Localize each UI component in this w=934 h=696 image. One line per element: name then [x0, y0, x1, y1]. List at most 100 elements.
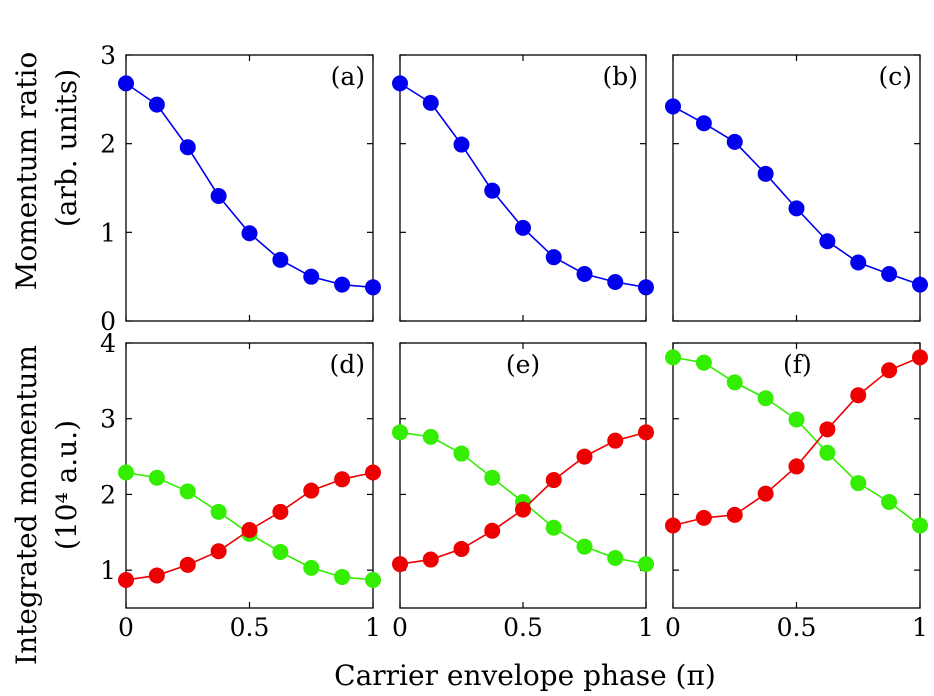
- data-point: [819, 233, 836, 250]
- data-point: [365, 571, 381, 588]
- data-point: [726, 374, 743, 391]
- data-point: [695, 354, 712, 371]
- series-line-0: [125, 82, 374, 289]
- y-tick-label: 0: [100, 307, 116, 336]
- data-point: [272, 543, 289, 560]
- data-point: [210, 187, 227, 204]
- data-point: [392, 75, 408, 92]
- data-point: [788, 200, 805, 217]
- data-point: [515, 219, 531, 236]
- panel-f: 0 0.5 1 (f): [665, 342, 928, 642]
- series-line-0: [399, 82, 647, 289]
- x-tick-label: 0: [392, 613, 408, 642]
- x-tick-label: 0.5: [503, 613, 543, 642]
- panel-label: (a): [331, 62, 365, 91]
- data-point: [576, 266, 593, 283]
- data-point: [334, 568, 351, 585]
- plot-frame: [399, 342, 647, 609]
- data-point: [850, 254, 867, 271]
- data-point: [726, 133, 743, 150]
- y-tick-label: 4: [100, 329, 116, 358]
- data-point: [334, 471, 351, 488]
- data-point: [665, 98, 681, 115]
- data-point: [912, 349, 928, 366]
- series-line-0: [672, 105, 921, 286]
- data-point: [757, 390, 774, 407]
- data-point: [757, 485, 774, 502]
- panel-d: 0 0.5 1 1 2 3 4 (d): [100, 329, 381, 642]
- data-point: [881, 494, 898, 510]
- data-point: [179, 556, 196, 573]
- data-point: [726, 506, 743, 523]
- y-axis-label-top-line1: Momentum ratio: [10, 52, 43, 291]
- x-tick-label: 0.5: [777, 613, 817, 642]
- y-tick-label: 2: [100, 480, 116, 509]
- data-point: [912, 517, 928, 534]
- data-point: [303, 559, 320, 576]
- data-point: [850, 387, 867, 404]
- panel-label: (b): [602, 62, 638, 91]
- data-point: [210, 543, 227, 560]
- data-point: [365, 279, 381, 296]
- y-tick-label: 3: [100, 41, 116, 70]
- panel-label: (e): [506, 350, 540, 379]
- y-tick-label: 3: [100, 405, 116, 434]
- x-tick-label: 1: [638, 613, 654, 642]
- data-point: [819, 444, 836, 461]
- panel-label: (d): [329, 350, 365, 379]
- data-point: [607, 432, 624, 449]
- data-point: [695, 115, 712, 132]
- data-point: [484, 522, 501, 539]
- data-point: [303, 482, 320, 499]
- x-axis-label: Carrier envelope phase (π): [334, 659, 716, 692]
- panel-a: 0 1 2 3 (a): [100, 41, 381, 336]
- data-point: [757, 165, 774, 182]
- data-point: [241, 225, 258, 242]
- data-point: [638, 556, 654, 573]
- data-point: [334, 276, 351, 293]
- data-point: [515, 501, 531, 518]
- data-point: [545, 472, 562, 489]
- data-point: [422, 94, 439, 111]
- data-point: [484, 182, 501, 199]
- y-tick-label: 1: [100, 218, 116, 247]
- data-point: [241, 522, 258, 539]
- data-point: [576, 538, 593, 555]
- panel-label: (f): [783, 350, 812, 379]
- panel-c: (c): [665, 54, 928, 322]
- data-point: [665, 517, 681, 534]
- data-point: [392, 556, 408, 573]
- data-point: [453, 136, 470, 153]
- y-tick-label: 2: [100, 130, 116, 159]
- y-axis-label-bottom-line2: (10⁴ a.u.): [50, 420, 83, 550]
- data-point: [545, 519, 562, 536]
- data-point: [665, 349, 681, 366]
- x-tick-label: 1: [365, 613, 381, 642]
- data-point: [607, 550, 624, 567]
- data-point: [210, 503, 227, 520]
- data-point: [118, 75, 134, 92]
- plot-frame: [672, 342, 921, 609]
- data-point: [422, 551, 439, 568]
- panel-e: 0 0.5 1 (e): [392, 342, 654, 642]
- x-tick-label: 1: [912, 613, 928, 642]
- data-point: [392, 424, 408, 441]
- data-point: [303, 268, 320, 285]
- data-point: [484, 469, 501, 486]
- data-point: [453, 540, 470, 557]
- data-point: [881, 266, 898, 283]
- data-point: [148, 567, 165, 584]
- data-point: [453, 445, 470, 462]
- data-point: [545, 249, 562, 266]
- data-point: [422, 428, 439, 445]
- panel-b: (b): [392, 54, 654, 322]
- y-axis-label-bottom-line1: Integrated momentum: [10, 345, 43, 665]
- data-point: [148, 469, 165, 486]
- data-point: [819, 421, 836, 438]
- data-point: [179, 483, 196, 500]
- panel-label: (c): [878, 62, 912, 91]
- y-tick-label: 1: [100, 556, 116, 585]
- data-point: [118, 571, 134, 588]
- data-point: [638, 424, 654, 441]
- x-tick-label: 0: [665, 613, 681, 642]
